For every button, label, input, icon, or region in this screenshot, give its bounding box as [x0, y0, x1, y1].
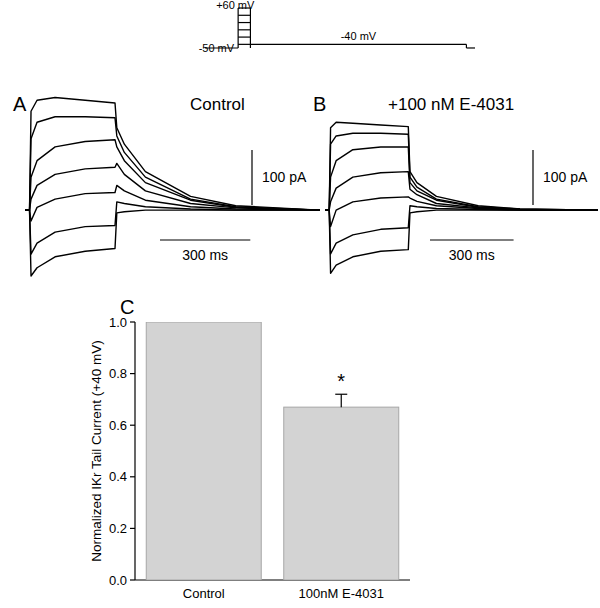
scale-label: 300 ms	[449, 247, 495, 263]
panel-letter: A	[13, 93, 27, 115]
y-tick	[130, 579, 135, 580]
y-tick-label: 0.8	[109, 366, 127, 381]
bar	[146, 322, 261, 580]
current-trace	[325, 210, 598, 273]
traces	[325, 122, 598, 273]
x-tick-label: Control	[183, 586, 225, 601]
step-level	[238, 36, 250, 37]
x-tick-label: 100nM E-4031	[299, 586, 384, 601]
protocol-label: -40 mV	[341, 30, 377, 42]
traces	[25, 97, 320, 276]
step-level	[238, 44, 250, 45]
y-tick-label: 1.0	[109, 315, 127, 330]
scale-label: 300 ms	[182, 247, 228, 263]
protocol-label: -50 mV	[199, 42, 235, 54]
error-cap	[335, 394, 347, 395]
y-tick	[130, 321, 135, 322]
current-trace	[25, 163, 320, 210]
scale-bar	[160, 239, 250, 240]
current-trace	[25, 97, 320, 210]
figure: +60 mV -50 mV -40 mV A Control 100 pA 300 ms B +…	[0, 0, 600, 608]
y-tick-label: 0.4	[109, 469, 127, 484]
scale-bar	[532, 150, 533, 205]
y-axis	[134, 322, 135, 580]
y-tick-label: 0.2	[109, 521, 127, 536]
y-tick-label: 0.6	[109, 418, 127, 433]
bar	[284, 407, 399, 580]
panel-title: Control	[190, 95, 245, 114]
y-tick-label: 0.0	[109, 573, 127, 588]
y-tick	[130, 476, 135, 477]
y-tick	[130, 425, 135, 426]
scale-label: 100 pA	[262, 169, 307, 185]
protocol-label: +60 mV	[216, 0, 255, 11]
current-trace	[325, 122, 598, 210]
panel-letter: B	[313, 93, 326, 115]
step-level	[238, 22, 250, 23]
current-trace	[325, 197, 598, 227]
step-level	[238, 29, 250, 30]
step-edge	[238, 8, 239, 48]
y-axis-label: Normalized IKr Tail Current (+40 mV)	[89, 340, 104, 561]
y-tick	[130, 528, 135, 529]
step-edge	[250, 8, 251, 48]
current-trace	[25, 185, 320, 221]
current-trace	[325, 133, 598, 210]
step-level	[238, 15, 250, 16]
significance-marker: *	[337, 370, 345, 392]
panel-title: +100 nM E-4031	[388, 95, 514, 114]
error-bar	[341, 394, 342, 407]
current-trace	[25, 140, 320, 210]
scale-bar	[251, 150, 252, 205]
test-line	[250, 44, 466, 45]
scale-bar	[430, 239, 514, 240]
protocol	[205, 8, 475, 48]
holding-line	[466, 47, 475, 48]
current-trace	[25, 210, 320, 276]
y-tick	[130, 373, 135, 374]
bars	[146, 322, 399, 580]
scale-label: 100 pA	[543, 169, 588, 185]
